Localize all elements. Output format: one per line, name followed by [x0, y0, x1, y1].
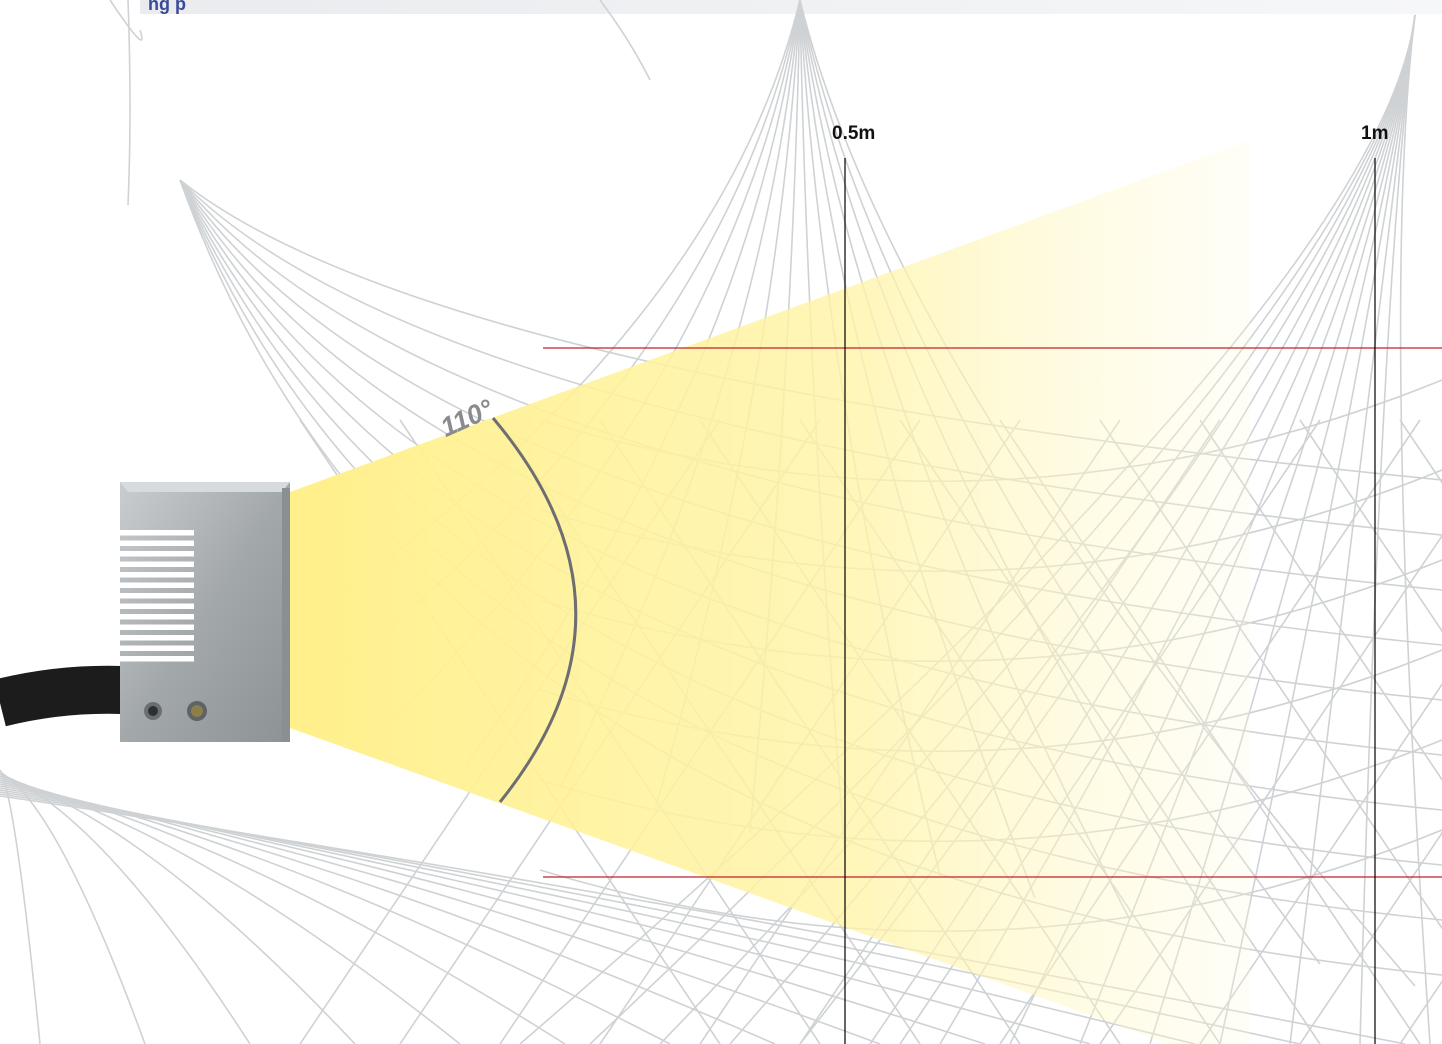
pattern-curve: [1399, 14, 1431, 1044]
pattern-curve: [1399, 980, 1442, 1044]
sensor-cable: [0, 665, 123, 727]
heat-sink-fin: [120, 561, 194, 567]
pattern-curve: [0, 791, 1196, 1044]
header-bar: ng p: [140, 0, 1442, 14]
beam-cone: [290, 140, 1250, 1044]
pattern-curve: [1299, 831, 1442, 1044]
pattern-curve: [1289, 14, 1416, 1044]
heat-sink-fin: [120, 645, 194, 651]
heat-sink-fin: [120, 551, 194, 557]
pattern-curve: [0, 775, 356, 1044]
distance-label-0-5m: 0.5m: [832, 123, 875, 144]
pattern-curve: [1299, 419, 1442, 633]
indicator-led-right: [187, 701, 207, 721]
header-title: ng p: [148, 0, 186, 14]
pattern-curve: [109, 0, 143, 41]
pattern-curve: [1399, 419, 1442, 484]
heat-sink-fin: [120, 582, 194, 588]
pattern-curve: [127, 0, 131, 206]
pattern-curve: [599, 0, 651, 81]
heat-sink-fin: [120, 635, 194, 641]
heat-sink-fin: [120, 572, 194, 578]
sensor-device-icon: [120, 482, 290, 742]
pattern-curve: [1359, 14, 1416, 1044]
heat-sink-fin: [120, 540, 194, 546]
heat-sink-fin: [120, 624, 194, 630]
pattern-curve: [0, 769, 41, 1044]
indicator-led-left: [144, 702, 162, 720]
heat-sink-fin: [120, 614, 194, 620]
pattern-curve: [0, 779, 566, 1044]
pattern-curve: [1199, 419, 1442, 781]
beam-angle-arc: [491, 417, 578, 803]
heat-sink-fin: [120, 656, 194, 662]
heat-sink-fin: [120, 593, 194, 599]
heat-sink-fin: [120, 530, 194, 536]
heat-sink-fins: [120, 530, 194, 662]
distance-label-1m: 1m: [1361, 123, 1388, 144]
heat-sink-fin: [120, 603, 194, 609]
